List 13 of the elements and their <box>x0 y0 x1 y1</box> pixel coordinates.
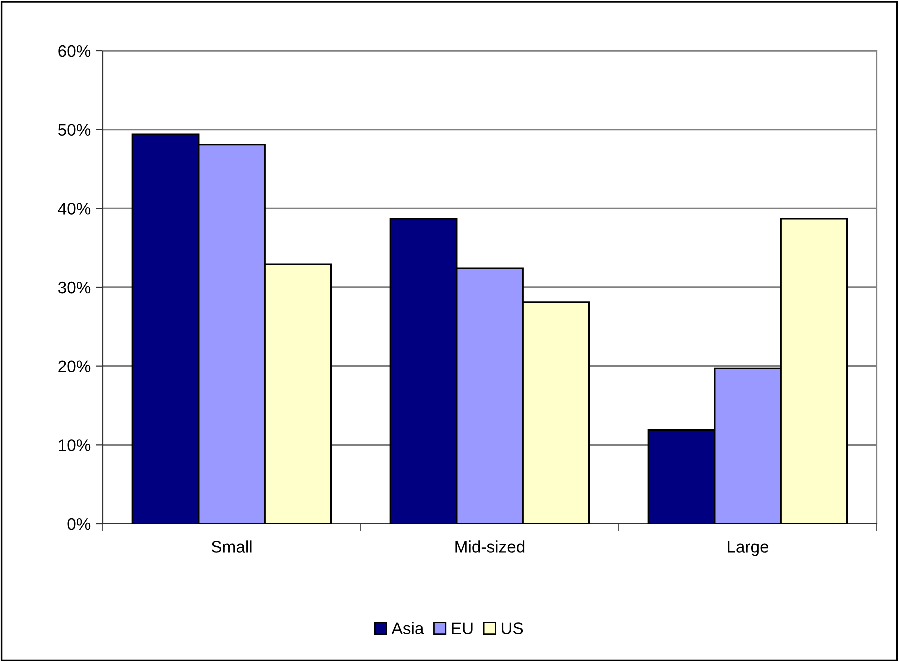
y-tick-label: 40% <box>58 203 91 215</box>
x-tick-label: Small <box>212 540 252 553</box>
legend-label: US <box>502 622 524 634</box>
y-tick-label: 10% <box>59 440 91 452</box>
x-tick-label: Large <box>728 541 769 556</box>
x-tick-label: Mid-sized <box>456 540 525 553</box>
y-tick-label: 0% <box>68 518 91 530</box>
y-tick-label: 30% <box>58 282 91 294</box>
legend-label: Asia <box>392 622 424 634</box>
legend-label: EU <box>452 622 473 634</box>
y-tick-label: 60% <box>58 45 91 58</box>
y-tick-label: 20% <box>58 360 91 373</box>
y-tick-label: 50% <box>58 124 91 136</box>
